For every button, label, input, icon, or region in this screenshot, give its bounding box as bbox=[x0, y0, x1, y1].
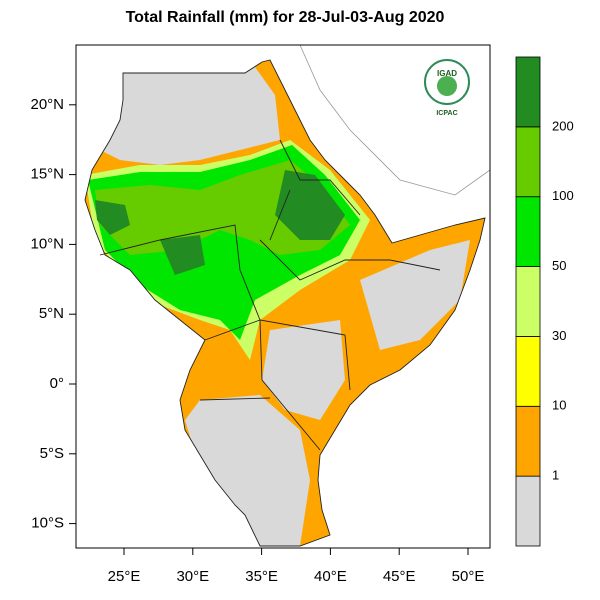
rain-200-ethiopia bbox=[275, 170, 345, 240]
country-borders bbox=[99, 139, 441, 451]
colorbar-swatch bbox=[515, 126, 541, 198]
lat-tick-label: 5°N bbox=[39, 305, 64, 322]
lon-tick-label: 40°E bbox=[314, 568, 347, 585]
colorbar-swatch bbox=[515, 405, 541, 477]
lat-tick-label: 0° bbox=[50, 375, 64, 392]
colorbar-label: 100 bbox=[552, 188, 574, 203]
colorbar-label: 50 bbox=[552, 258, 566, 273]
lat-tick-label: 10°N bbox=[30, 235, 64, 252]
lon-tick-label: 35°E bbox=[245, 568, 278, 585]
lon-tick-label: 50°E bbox=[452, 568, 485, 585]
logo: IGAD ICPAC bbox=[424, 59, 470, 117]
lat-tick-label: 20°N bbox=[30, 96, 64, 113]
outside-border bbox=[299, 45, 490, 196]
lon-tick-label: 25°E bbox=[108, 568, 141, 585]
colorbar-label: 1 bbox=[552, 468, 559, 483]
rain-200-west bbox=[95, 200, 130, 235]
dry-south bbox=[185, 395, 310, 546]
colorbar-swatch bbox=[515, 196, 541, 267]
lat-tick-label: 5°S bbox=[40, 445, 64, 462]
lon-tick-label: 30°E bbox=[176, 568, 209, 585]
colorbar-label: 200 bbox=[552, 118, 574, 133]
colorbar-swatch bbox=[515, 336, 541, 407]
colorbar-label: 30 bbox=[552, 328, 566, 343]
colorbar-label: 10 bbox=[552, 398, 566, 413]
colorbar-swatch bbox=[515, 475, 541, 547]
dry-kenya bbox=[262, 320, 345, 420]
dry-somalia bbox=[360, 240, 470, 350]
lat-tick-label: 15°N bbox=[30, 166, 64, 183]
map-area bbox=[76, 45, 490, 548]
lon-tick-label: 45°E bbox=[383, 568, 416, 585]
map-title: Total Rainfall (mm) for 28-Jul-03-Aug 20… bbox=[126, 9, 445, 26]
dry-north bbox=[100, 60, 280, 165]
rain-200-south-sudan bbox=[160, 235, 205, 275]
coastline bbox=[84, 59, 486, 547]
lat-tick-label: 10°S bbox=[31, 515, 64, 532]
logo-globe bbox=[437, 76, 457, 96]
map-frame bbox=[75, 44, 491, 549]
logo-name: IGAD bbox=[437, 69, 457, 78]
colorbar-swatch bbox=[515, 266, 541, 337]
colorbar-swatch bbox=[515, 56, 541, 128]
logo-org: ICPAC bbox=[436, 110, 457, 117]
